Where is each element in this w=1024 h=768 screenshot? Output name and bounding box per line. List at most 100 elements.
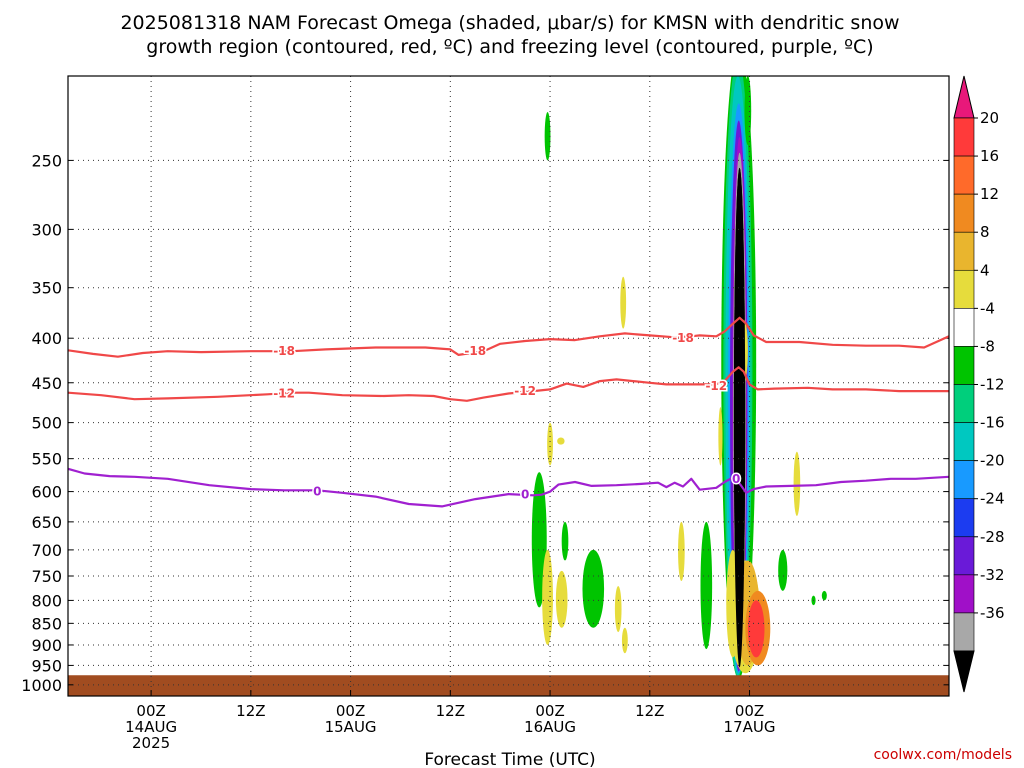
contour-label: -18 <box>464 344 486 358</box>
contour-label: -18 <box>273 344 295 358</box>
omega-blob <box>678 521 685 582</box>
colorbar-segment <box>953 231 975 271</box>
x-tick-label: 12Z <box>236 702 265 720</box>
contour-label: -12 <box>514 384 536 398</box>
colorbar-segment <box>953 612 975 652</box>
y-tick-label: 850 <box>31 614 62 633</box>
colorbar-tick-label: -32 <box>980 566 1005 584</box>
colorbar-top-arrow <box>953 75 975 119</box>
colorbar-segment <box>953 346 975 385</box>
colorbar-segment <box>953 117 975 157</box>
title-line-1: 2025081318 NAM Forecast Omega (shaded, μ… <box>120 12 899 34</box>
colorbar: 20 16 12 8 4 -4 -8 -12 -16 -20 -24 -28 -32 -36 <box>953 75 1005 693</box>
y-tick-label: 250 <box>31 151 62 170</box>
omega-blob <box>718 407 723 466</box>
omega-blob <box>821 590 827 601</box>
colorbar-segment <box>953 269 975 309</box>
omega-blob <box>547 422 553 466</box>
colorbar-segment <box>953 308 975 347</box>
colorbar-tick-label: 16 <box>980 147 999 165</box>
contour-label: -18 <box>672 331 694 345</box>
y-tick-label: 500 <box>31 414 62 433</box>
colorbar-segment <box>953 422 975 461</box>
colorbar-tick-label: -12 <box>980 376 1005 394</box>
omega-blob <box>582 549 605 628</box>
y-tick-label: 350 <box>31 279 62 298</box>
x-tick-label: 2025 <box>132 734 170 752</box>
y-tick-label: 1000 <box>21 676 62 695</box>
omega-blob <box>744 76 752 145</box>
contour-label: 0 <box>732 472 740 486</box>
omega-blob <box>778 549 788 591</box>
colorbar-tick-label: -28 <box>980 528 1005 546</box>
colorbar-tick-label: 4 <box>980 261 990 279</box>
colorbar-tick-label: -4 <box>980 299 995 317</box>
colorbar-tick-label: -16 <box>980 414 1005 432</box>
colorbar-segment <box>953 155 975 195</box>
y-tick-label: 950 <box>31 656 62 675</box>
x-tick-label: 15AUG <box>325 718 377 736</box>
omega-blob <box>747 600 765 658</box>
ground-surface <box>68 675 949 696</box>
omega-blob <box>793 451 801 516</box>
x-tick-label: 12Z <box>436 702 465 720</box>
x-tick-label: 00Z <box>336 702 365 720</box>
x-tick-label: 00Z <box>735 702 764 720</box>
y-tick-label: 800 <box>31 591 62 610</box>
colorbar-bottom-arrow <box>953 650 975 693</box>
plot-area: 250 300 350 400 450 500 550 600 650 700 750 800 850 9… <box>21 75 950 752</box>
colorbar-tick-label: 8 <box>980 223 990 241</box>
omega-blob <box>561 521 569 561</box>
x-tick-label: 16AUG <box>524 718 576 736</box>
x-tick-label: 12Z <box>635 702 664 720</box>
contour-line-0 <box>68 467 949 508</box>
contour-label: 0 <box>521 488 529 502</box>
omega-blob <box>542 549 553 645</box>
x-tick-label: 14AUG <box>125 718 177 736</box>
colorbar-segment <box>953 460 975 500</box>
title-line-2: growth region (contoured, red, ºC) and f… <box>146 36 873 58</box>
chart-title: 2025081318 NAM Forecast Omega (shaded, μ… <box>120 12 899 58</box>
x-tick-label: 00Z <box>535 702 564 720</box>
contour-label: 0 <box>313 485 321 499</box>
y-tick-label: 700 <box>31 541 62 560</box>
omega-blob <box>555 570 568 628</box>
colorbar-tick-label: -24 <box>980 490 1005 508</box>
y-tick-label: 750 <box>31 567 62 586</box>
omega-blob <box>621 627 628 654</box>
colorbar-segment <box>953 193 975 233</box>
colorbar-tick-label: 12 <box>980 185 999 203</box>
x-axis-label: Forecast Time (UTC) <box>424 750 595 768</box>
colorbar-tick-label: -8 <box>980 337 995 355</box>
omega-blob <box>557 437 565 445</box>
y-tick-label: 550 <box>31 450 62 469</box>
y-tick-label: 450 <box>31 374 62 393</box>
colorbar-segment <box>953 384 975 423</box>
colorbar-tick-label: 20 <box>980 109 999 127</box>
credit-text: coolwx.com/models <box>874 747 1012 763</box>
x-tick-label: 00Z <box>136 702 165 720</box>
y-tick-label: 400 <box>31 329 62 348</box>
contour-line--18 <box>68 316 949 358</box>
y-tick-label: 900 <box>31 636 62 655</box>
omega-column-core <box>733 167 746 668</box>
contour-lines: -18 -18 -18 -12 -12 -12 0 0 0 <box>68 316 949 508</box>
colorbar-tick-label: -36 <box>980 604 1005 622</box>
colorbar-segment <box>953 574 975 614</box>
gridlines <box>68 76 949 696</box>
colorbar-tick-label: -20 <box>980 452 1005 470</box>
omega-blob <box>620 276 627 329</box>
y-tick-label: 650 <box>31 513 62 532</box>
contour-label: -12 <box>273 387 295 401</box>
x-tick-label: 17AUG <box>724 718 776 736</box>
omega-blob <box>700 521 713 650</box>
colorbar-segment <box>953 536 975 576</box>
omega-blob <box>614 585 622 633</box>
contour-label: -12 <box>705 379 727 393</box>
colorbar-segment <box>953 498 975 538</box>
omega-shading <box>68 76 949 696</box>
y-tick-label: 300 <box>31 220 62 239</box>
y-tick-label: 600 <box>31 483 62 502</box>
plot-border <box>67 75 950 697</box>
